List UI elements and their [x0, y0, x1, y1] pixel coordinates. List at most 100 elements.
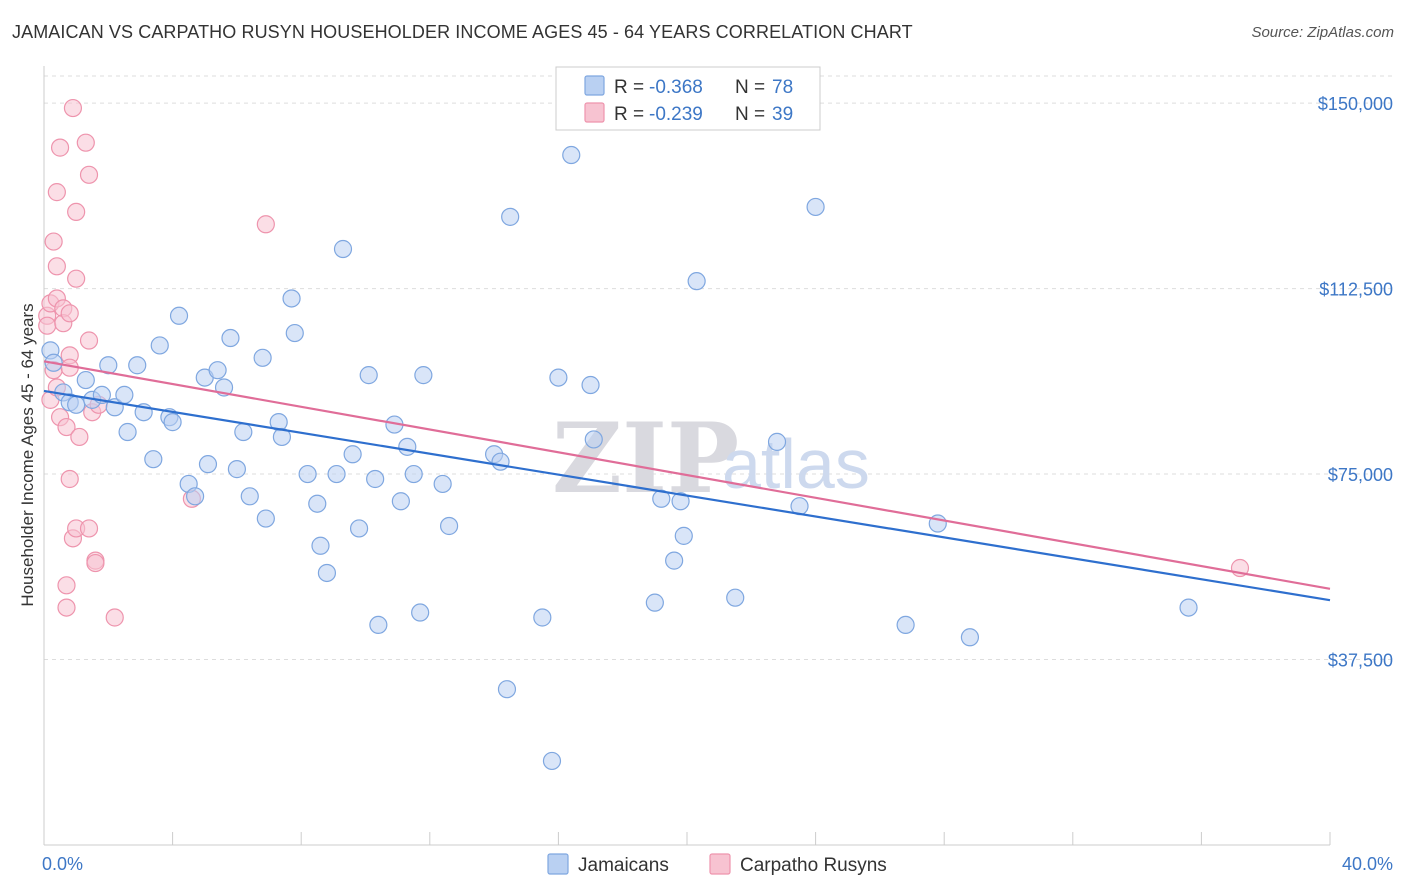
- jamaicans-point-10: [115, 385, 134, 405]
- axes: [43, 66, 1331, 846]
- jamaicans-point-74: [896, 615, 915, 635]
- jamaicans-point-76: [960, 628, 980, 647]
- trend-lines: [43, 360, 1331, 602]
- jamaicans-point-64: [645, 593, 664, 612]
- watermark-atlas: atlas: [722, 425, 870, 503]
- series-legend-swatch-carpatho-rusyns: [709, 853, 731, 875]
- legend-r-label-carpatho-rusyns: R =: [614, 104, 644, 125]
- jamaicans-point-57: [501, 207, 520, 226]
- jamaicans-point-39: [327, 464, 346, 484]
- carpatho-rusyns-point-4: [44, 232, 63, 251]
- jamaicans-point-66: [665, 551, 684, 570]
- jamaicans-point-71: [767, 432, 787, 451]
- series-jamaicans-points: [41, 145, 1198, 771]
- chart-title: JAMAICAN VS CARPATHO RUSYN HOUSEHOLDER I…: [12, 22, 913, 42]
- jamaicans-point-77: [1179, 598, 1198, 617]
- watermark: ZIP atlas: [552, 402, 870, 515]
- carpatho-rusyns-point-17: [60, 304, 79, 323]
- y-tick-label-2: $112,500: [1319, 280, 1393, 300]
- jamaicans-point-38: [317, 563, 337, 583]
- carpatho-rusyns-point-29: [79, 331, 99, 350]
- jamaicans-point-18: [169, 306, 189, 325]
- jamaicans-point-61: [562, 145, 581, 165]
- legend-n-value-jamaicans: 78: [772, 77, 793, 98]
- jamaicans-point-58: [533, 608, 552, 627]
- series-legend-label-carpatho-rusyns: Carpatho Rusyns: [740, 855, 887, 876]
- jamaicans-point-25: [221, 328, 240, 348]
- jamaicans-point-59: [542, 751, 562, 771]
- legend-r-value-carpatho-rusyns: -0.239: [649, 104, 703, 125]
- y-tick-label-3: $150,000: [1318, 94, 1393, 114]
- carpatho-rusyns-point-22: [63, 98, 83, 118]
- jamaicans-point-22: [198, 455, 218, 474]
- carpatho-rusyns-point-16: [57, 576, 76, 595]
- jamaicans-point-29: [253, 348, 272, 367]
- jamaicans-point-27: [234, 422, 253, 442]
- carpatho-rusyns-point-15: [57, 598, 76, 617]
- gridlines: [44, 75, 1392, 661]
- jamaicans-point-73: [806, 197, 825, 217]
- jamaicans-point-14: [144, 450, 163, 469]
- carpatho-rusyns-point-33: [86, 553, 105, 573]
- jamaicans-point-45: [369, 615, 388, 635]
- carpatho-rusyns-point-30: [79, 165, 99, 184]
- y-tick-labels: $37,500 $75,000 $112,500 $150,000: [1318, 94, 1393, 670]
- jamaicans-point-68: [674, 526, 693, 545]
- jamaicans-point-17: [163, 413, 182, 432]
- jamaicans-point-55: [491, 452, 510, 471]
- carpatho-rusyns-point-8: [47, 183, 66, 202]
- jamaicans-point-5: [76, 370, 95, 390]
- x-tick-labels: 0.0% 40.0%: [42, 854, 1393, 874]
- series-legend-label-jamaicans: Jamaicans: [578, 855, 669, 876]
- jamaicans-point-52: [433, 474, 452, 494]
- legend-r-value-jamaicans: -0.368: [649, 77, 703, 98]
- legend-box: R = -0.368 N = 78 R = -0.239 N = 39: [555, 66, 821, 131]
- jamaicans-point-42: [349, 519, 369, 538]
- jamaicans-point-44: [366, 469, 385, 489]
- jamaicans-point-48: [398, 437, 417, 456]
- jamaicans-point-36: [308, 494, 327, 513]
- x-tick-label-1: 40.0%: [1342, 854, 1393, 874]
- carpatho-rusyns-point-14: [57, 417, 76, 437]
- jamaicans-point-30: [256, 509, 275, 528]
- jamaicans-point-12: [128, 356, 147, 375]
- jamaicans-point-62: [581, 375, 600, 395]
- jamaicans-point-56: [497, 680, 517, 699]
- legend-n-value-carpatho-rusyns: 39: [772, 104, 793, 125]
- trend-line-carpatho-rusyns: [43, 360, 1331, 590]
- legend-swatch-jamaicans: [584, 75, 605, 96]
- x-tick-label-0: 0.0%: [42, 854, 83, 874]
- carpatho-rusyns-point-20: [60, 469, 79, 489]
- jamaicans-point-70: [726, 588, 745, 607]
- carpatho-rusyns-point-27: [76, 133, 95, 152]
- jamaicans-point-20: [186, 487, 205, 506]
- jamaicans-point-40: [333, 239, 353, 259]
- y-axis-label: Householder Income Ages 45 - 64 years: [18, 303, 37, 606]
- carpatho-rusyns-point-11: [50, 138, 70, 157]
- jamaicans-point-67: [671, 492, 690, 511]
- series-carpatho-rusyns-points: [38, 98, 1250, 627]
- jamaicans-point-51: [414, 366, 433, 385]
- jamaicans-point-41: [343, 445, 362, 464]
- carpatho-rusyns-point-24: [67, 202, 86, 222]
- jamaicans-point-69: [687, 272, 706, 291]
- jamaicans-point-53: [439, 516, 459, 536]
- carpatho-rusyns-point-37: [256, 215, 275, 234]
- jamaicans-point-37: [311, 536, 330, 555]
- jamaicans-point-60: [549, 368, 568, 387]
- carpatho-rusyns-point-35: [105, 608, 124, 627]
- jamaicans-point-49: [404, 464, 423, 484]
- carpatho-rusyns-point-28: [79, 519, 99, 538]
- legend-n-label-jamaicans: N =: [735, 77, 765, 98]
- source-credit: Source: ZipAtlas.com: [1251, 24, 1394, 41]
- jamaicans-point-28: [240, 487, 259, 506]
- y-tick-label-0: $37,500: [1328, 651, 1393, 671]
- jamaicans-point-4: [67, 395, 86, 414]
- series-legend: Jamaicans Carpatho Rusyns: [547, 853, 887, 876]
- watermark-zip: ZIP: [552, 402, 739, 515]
- jamaicans-point-23: [208, 361, 227, 380]
- legend-n-label-carpatho-rusyns: N =: [735, 104, 765, 125]
- jamaicans-point-47: [391, 492, 410, 511]
- jamaicans-point-15: [150, 336, 169, 355]
